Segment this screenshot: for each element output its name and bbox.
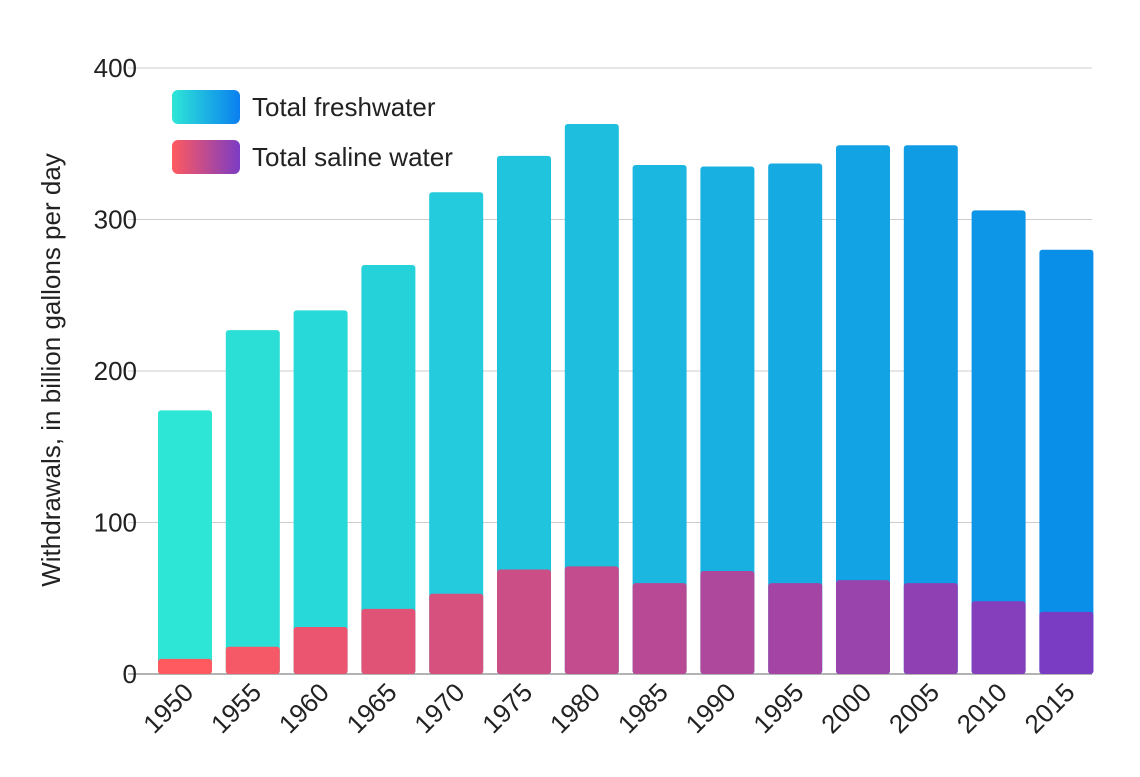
- bar-saline-1950: [158, 658, 212, 674]
- bar-freshwater-1985: [632, 164, 687, 674]
- x-tick-label: 2000: [815, 677, 877, 739]
- bar-freshwater-1960: [293, 310, 348, 674]
- x-tick-label: 1950: [137, 677, 199, 739]
- bar-freshwater-1995: [768, 163, 823, 674]
- bar-freshwater-1950: [158, 410, 212, 674]
- bar-saline-1980: [564, 566, 619, 674]
- bar-freshwater-2005: [903, 145, 958, 674]
- legend-label-saline: Total saline water: [252, 142, 453, 172]
- y-tick-label: 300: [94, 205, 137, 235]
- bar-saline-1955: [225, 646, 280, 674]
- x-tick-label: 1985: [612, 677, 674, 739]
- x-tick-label: 2005: [883, 677, 945, 739]
- x-tick-label: 2015: [1019, 677, 1081, 739]
- bar-saline-2000: [836, 580, 890, 674]
- legend-label-freshwater: Total freshwater: [252, 92, 436, 122]
- x-tick-label: 1970: [408, 677, 470, 739]
- bar-freshwater-2000: [836, 145, 890, 674]
- bar-saline-1975: [497, 569, 551, 674]
- y-tick-label: 0: [123, 659, 137, 689]
- bar-freshwater-2010: [971, 210, 1026, 674]
- bar-saline-1970: [429, 593, 484, 674]
- bar-saline-2005: [903, 583, 958, 674]
- y-tick-label: 200: [94, 356, 137, 386]
- legend-swatch-saline: [172, 140, 240, 174]
- x-tick-label: 1975: [476, 677, 538, 739]
- bar-saline-1985: [632, 583, 687, 674]
- bar-freshwater-2015: [1039, 249, 1094, 675]
- bar-saline-1965: [361, 608, 416, 674]
- bar-freshwater-1980: [564, 124, 619, 675]
- bar-freshwater-1975: [497, 155, 551, 674]
- x-tick-label: 1955: [205, 677, 267, 739]
- bar-freshwater-1955: [225, 330, 280, 674]
- y-axis-ticks: 0 100 200 300 400: [94, 53, 137, 689]
- x-tick-label: 1960: [273, 677, 335, 739]
- bars: [158, 124, 1094, 675]
- legend-item-saline: Total saline water: [172, 140, 453, 174]
- x-tick-label: 2010: [951, 677, 1013, 739]
- y-axis-label: Withdrawals, in billion gallons per day: [36, 153, 66, 587]
- bar-saline-1995: [768, 583, 823, 674]
- bar-freshwater-1990: [700, 166, 755, 674]
- y-tick-label: 400: [94, 53, 137, 83]
- bar-saline-2015: [1039, 611, 1094, 674]
- bar-freshwater-1965: [361, 264, 416, 674]
- legend-swatch-freshwater: [172, 90, 240, 124]
- x-tick-label: 1980: [544, 677, 606, 739]
- legend-item-freshwater: Total freshwater: [172, 90, 436, 124]
- y-tick-label: 100: [94, 508, 137, 538]
- bar-saline-1960: [293, 627, 348, 674]
- legend: Total freshwater Total saline water: [172, 90, 453, 174]
- bar-saline-2010: [971, 601, 1026, 674]
- x-axis-ticks: 1950 1955 1960 1965 1970 1975 1980 1985 1990 1995…: [137, 677, 1081, 739]
- x-tick-label: 1990: [680, 677, 742, 739]
- x-tick-label: 1965: [341, 677, 403, 739]
- bar-saline-1990: [700, 570, 755, 674]
- x-tick-label: 1995: [747, 677, 809, 739]
- bar-freshwater-1970: [429, 192, 484, 675]
